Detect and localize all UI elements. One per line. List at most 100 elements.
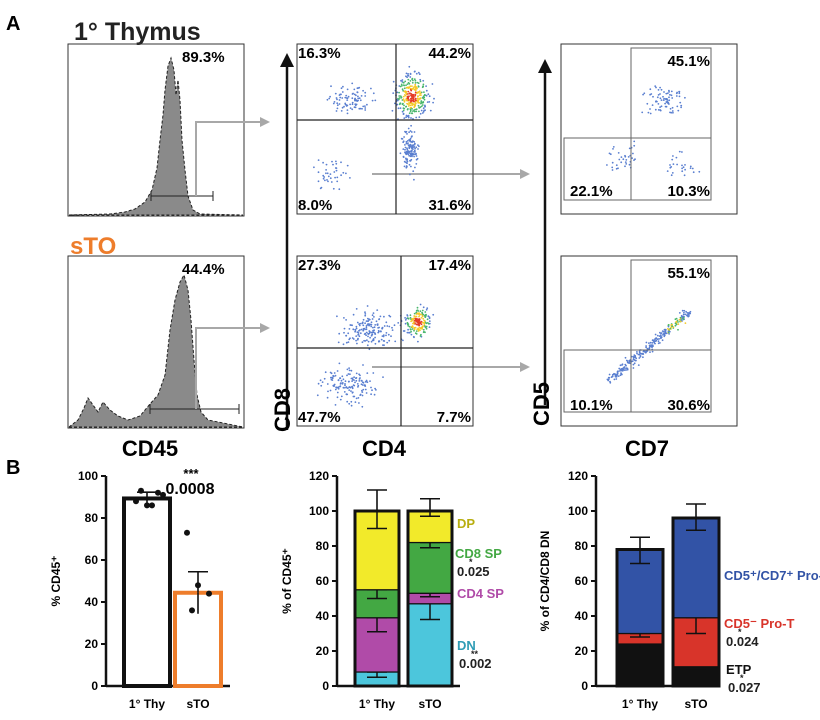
- event-dot: [633, 356, 635, 359]
- event-dot: [409, 76, 412, 78]
- event-dot: [355, 377, 357, 380]
- event-dot: [608, 376, 611, 379]
- event-dot: [413, 321, 415, 323]
- event-dot: [339, 377, 341, 379]
- event-dot: [418, 314, 421, 316]
- event-dot: [418, 94, 421, 96]
- event-dot: [339, 385, 341, 388]
- event-dot: [354, 328, 357, 331]
- event-dot: [407, 90, 410, 93]
- event-dot: [415, 158, 418, 161]
- event-dot: [638, 350, 641, 353]
- event-dot: [410, 333, 413, 336]
- event-dot: [338, 332, 341, 335]
- event-dot: [408, 139, 411, 142]
- event-dot: [354, 401, 357, 403]
- event-dot: [684, 322, 687, 324]
- event-dot: [370, 393, 372, 396]
- event-dot: [383, 315, 385, 318]
- event-dot: [431, 83, 434, 85]
- panel-b-letter: B: [6, 457, 20, 479]
- event-dot: [369, 331, 371, 334]
- event-dot: [372, 326, 374, 329]
- event-dot: [681, 151, 683, 153]
- event-dot: [385, 334, 387, 337]
- event-dot: [413, 78, 416, 81]
- event-dot: [364, 109, 367, 111]
- event-dot: [667, 102, 670, 105]
- event-dot: [364, 388, 367, 391]
- event-dot: [357, 337, 359, 340]
- event-dot: [418, 106, 421, 109]
- event-dot: [432, 101, 434, 104]
- event-dot: [412, 103, 415, 106]
- y-tick-label: 60: [575, 574, 589, 588]
- event-dot: [412, 317, 415, 320]
- event-dot: [413, 98, 415, 101]
- event-dot: [417, 148, 419, 150]
- event-dot: [407, 150, 410, 153]
- event-dot: [409, 109, 412, 112]
- event-dot: [402, 98, 405, 100]
- event-dot: [359, 107, 362, 110]
- data-point: [195, 582, 201, 589]
- y-tick-label: 40: [316, 609, 330, 623]
- event-dot: [372, 339, 375, 342]
- event-dot: [625, 163, 628, 165]
- event-dot: [347, 95, 350, 98]
- event-dot: [414, 93, 417, 96]
- quadrant-ul-thymus: 16.3%: [298, 45, 341, 62]
- event-dot: [424, 331, 426, 334]
- event-dot: [411, 155, 413, 158]
- event-dot: [353, 395, 356, 398]
- event-dot: [359, 374, 361, 377]
- event-dot: [335, 162, 338, 165]
- event-dot: [423, 321, 426, 324]
- event-dot: [374, 387, 376, 390]
- event-dot: [351, 82, 354, 85]
- event-dot: [403, 165, 406, 168]
- event-dot: [405, 152, 408, 155]
- event-dot: [414, 153, 416, 156]
- event-dot: [371, 99, 374, 102]
- event-dot: [367, 317, 369, 320]
- event-dot: [676, 163, 678, 166]
- event-dot: [404, 80, 407, 83]
- event-dot: [414, 166, 416, 169]
- event-dot: [667, 327, 669, 330]
- event-dot: [344, 102, 347, 105]
- data-point: [133, 498, 139, 505]
- event-dot: [414, 332, 417, 335]
- event-dot: [391, 326, 393, 329]
- event-dot: [424, 104, 426, 107]
- event-dot: [660, 336, 662, 339]
- event-dot: [620, 161, 623, 164]
- event-dot: [646, 102, 649, 105]
- event-dot: [333, 372, 336, 374]
- event-dot: [409, 150, 411, 153]
- event-dot: [672, 326, 675, 328]
- event-dot: [670, 94, 673, 97]
- event-dot: [402, 339, 404, 342]
- event-dot: [418, 101, 421, 104]
- event-dot: [405, 72, 408, 75]
- event-dot: [410, 131, 413, 133]
- event-dot: [418, 90, 421, 93]
- event-dot: [322, 177, 325, 180]
- event-dot: [360, 328, 363, 331]
- event-dot: [679, 316, 682, 319]
- event-dot: [421, 96, 424, 99]
- event-dot: [345, 104, 347, 106]
- event-dot: [325, 169, 327, 171]
- event-dot: [670, 174, 673, 177]
- event-dot: [330, 376, 332, 379]
- event-dot: [414, 97, 417, 100]
- event-dot: [369, 336, 371, 339]
- event-dot: [407, 99, 410, 101]
- event-dot: [622, 158, 625, 161]
- event-dot: [344, 96, 347, 99]
- event-dot: [381, 327, 383, 329]
- event-dot: [666, 100, 669, 103]
- event-dot: [387, 333, 390, 336]
- event-dot: [416, 319, 419, 322]
